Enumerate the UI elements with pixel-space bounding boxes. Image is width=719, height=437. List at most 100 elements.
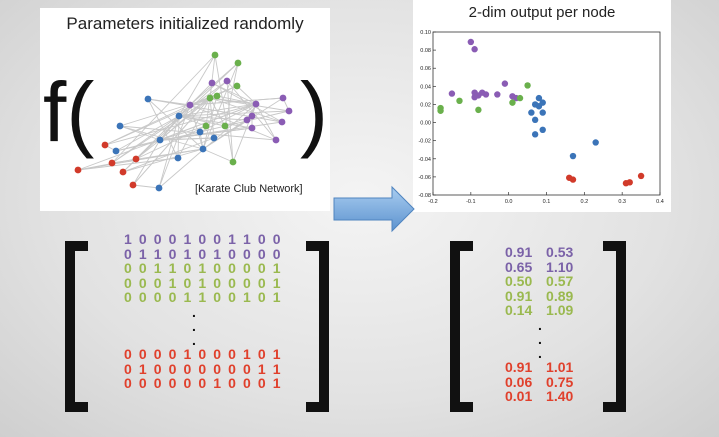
embedding-row: 0.01 1.40	[505, 388, 574, 405]
graph-node	[129, 181, 137, 189]
scatter-point	[539, 126, 546, 133]
graph-edge	[147, 98, 179, 159]
graph-edge	[199, 103, 257, 133]
scatter-point	[437, 107, 444, 114]
scatter-point	[516, 94, 524, 102]
graph-edge	[209, 97, 226, 127]
graph-node	[221, 122, 229, 130]
x-tick-label: 0.2	[581, 199, 589, 205]
graph-node	[208, 79, 216, 87]
graph-edge	[147, 98, 191, 106]
graph-node	[119, 168, 127, 176]
scatter-point	[592, 139, 599, 146]
ellipsis-dot: .	[538, 316, 542, 333]
embedding-matrix-right-bracket	[603, 241, 626, 412]
embedding-row: 0.14 1.09	[505, 302, 574, 319]
graph-node	[206, 94, 214, 102]
graph-edge	[209, 97, 215, 139]
graph-edge	[209, 97, 290, 112]
graph-edge	[202, 119, 248, 150]
graph-node	[213, 92, 221, 100]
graph-node	[116, 122, 124, 130]
graph-node	[202, 122, 210, 130]
graph-node	[196, 128, 204, 136]
embedding-row: 0.65 1.10	[505, 258, 574, 275]
graph-edge	[224, 62, 239, 127]
network-caption: [Karate Club Network]	[195, 183, 303, 195]
x-tick-label: 0.1	[543, 199, 551, 205]
graph-node	[229, 158, 237, 166]
graph-node	[186, 101, 194, 109]
ellipsis-dot: .	[192, 303, 198, 320]
graph-edge	[189, 104, 204, 150]
x-tick-label: -0.2	[428, 199, 437, 205]
graph-node	[252, 100, 260, 108]
y-tick-label: -0.08	[418, 193, 431, 199]
graph-edge	[214, 54, 234, 163]
graph-node	[156, 136, 164, 144]
scatter-point	[539, 109, 546, 116]
scatter-point	[448, 90, 456, 97]
graph-node	[234, 59, 242, 67]
scatter-point	[475, 106, 482, 114]
embedding-row: 0.06 0.75	[505, 373, 574, 390]
embedding-row: 0.50 0.57	[505, 273, 574, 290]
graph-edge	[226, 80, 277, 141]
scatter-point	[626, 179, 633, 186]
graph-edge	[202, 148, 234, 163]
karate-network-graph	[74, 51, 293, 192]
graph-edge	[178, 103, 257, 117]
embedding-row: 0.91 0.53	[505, 244, 574, 260]
network-panel-title: Parameters initialized randomly	[66, 14, 304, 33]
graph-edge	[202, 95, 218, 150]
graph-node	[108, 159, 116, 167]
graph-edges	[77, 54, 290, 189]
graph-edge	[159, 137, 215, 141]
graph-node	[285, 107, 293, 115]
embedding-row: 0.91 1.01	[505, 358, 574, 375]
graph-edge	[135, 139, 161, 160]
graph-node	[132, 155, 140, 163]
scatter-point	[528, 109, 535, 116]
scatter-point	[471, 94, 478, 101]
graph-node	[112, 147, 120, 155]
graph-edge	[111, 54, 216, 164]
adjacency-row: 0 0 1 1 0 1 0 0 0 0 1	[124, 260, 283, 277]
graph-edge	[205, 82, 213, 127]
graph-edge	[189, 104, 277, 141]
scatter-point	[501, 80, 509, 87]
ellipsis-dot: .	[192, 331, 198, 348]
y-tick-label: -0.04	[418, 157, 431, 163]
graph-node	[278, 118, 286, 126]
y-tick-label: 0.00	[420, 121, 431, 127]
x-tick-label: 0.3	[618, 199, 626, 205]
y-tick-label: 0.10	[420, 30, 431, 36]
network-graph-panel: Parameters initialized randomly f( ) [Ka…	[40, 8, 330, 211]
binary-matrix-right-bracket	[306, 241, 329, 412]
graph-edge	[132, 184, 160, 189]
graph-edge	[158, 104, 191, 189]
graph-node	[248, 112, 256, 120]
adjacency-matrix: 1 0 0 0 1 0 0 1 1 0 0 0 1 1 0 1 0 1 0 0 …	[124, 232, 282, 391]
x-tick-label: 0.0	[505, 199, 513, 205]
scatter-point	[494, 91, 501, 98]
adjacency-row: 0 0 0 1 0 1 0 0 0 0 1	[124, 274, 283, 291]
y-tick-label: 0.06	[420, 66, 431, 72]
scatter-plot: 0.10 0.08 0.06 0.04 0.02 0.00 -0.02 -0.04 -0.06 -…	[418, 30, 664, 205]
graph-node	[248, 124, 256, 132]
embedding-matrix: 0.91 0.53 0.65 1.10 0.50 0.57 0.91 0.89 …	[505, 245, 573, 404]
scatter-point	[531, 116, 539, 124]
y-tick-label: 0.08	[420, 48, 431, 54]
graph-edge	[104, 103, 257, 146]
graph-edge	[122, 148, 204, 173]
graph-edge	[111, 97, 211, 164]
graph-node	[210, 134, 218, 142]
graph-edge	[216, 95, 257, 105]
graph-edge	[119, 97, 211, 127]
adjacency-row: 0 0 0 0 1 1 0 0 1 0 1	[124, 289, 283, 306]
graph-edge	[178, 115, 253, 129]
x-tick-label: 0.4	[656, 199, 664, 205]
y-tick-label: 0.02	[420, 102, 431, 108]
ellipsis-dot: .	[538, 330, 542, 347]
scatter-point	[569, 152, 577, 160]
